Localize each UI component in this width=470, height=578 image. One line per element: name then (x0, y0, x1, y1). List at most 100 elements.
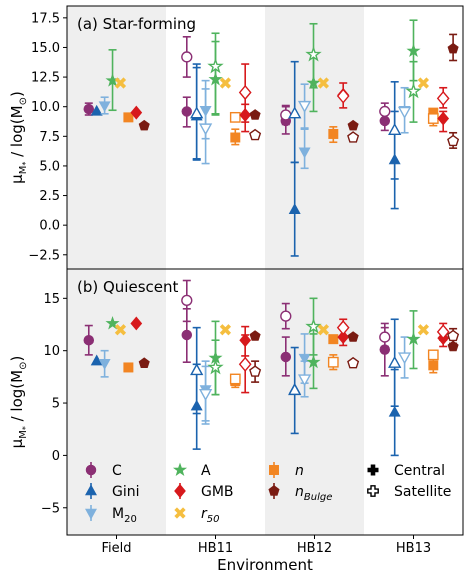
y-tick-label: 7.5 (39, 130, 60, 145)
legend-label-r50: r50 (201, 506, 220, 525)
point-C-central (280, 351, 292, 363)
point-n-central (428, 360, 439, 371)
panel-quiescent: −5 0 5 10 15 μM* / log(M⊙) (b) Quiescent C Gini M… (8, 268, 464, 536)
x-tick-label: HB13 (396, 541, 431, 556)
legend-label-n: n (295, 463, 304, 479)
point-Gini-central (90, 104, 103, 116)
legend-label-Gini: Gini (112, 484, 140, 500)
point-M20-central (298, 353, 311, 365)
legend-marker-A (172, 462, 188, 476)
point-C-satellite (181, 51, 193, 63)
point-nBulge-satellite (447, 134, 460, 147)
point-n-central (123, 112, 134, 123)
y-tick-label: 10.0 (31, 100, 60, 115)
y-tick-label: −5 (41, 501, 60, 516)
point-n-central (328, 334, 339, 345)
point-C-satellite (379, 105, 391, 118)
point-M20-central (98, 101, 111, 113)
point-GMB-satellite (336, 320, 350, 336)
point-n-satellite (229, 111, 241, 123)
point-Gini-satellite (388, 122, 402, 135)
point-n-satellite (327, 356, 339, 368)
y-tick-label: 12.5 (31, 71, 60, 86)
point-M20-satellite (198, 123, 213, 136)
point-r50-central (219, 324, 232, 336)
panel-star-forming: −2.5 0.0 2.5 5.0 7.5 10.0 12.5 15.0 17.5 μM* / lo… (8, 5, 464, 270)
point-M20-satellite (297, 374, 312, 387)
point-n-central (328, 128, 339, 139)
legend-label-A: A (201, 463, 211, 479)
point-Gini-satellite (288, 383, 302, 396)
point-GMB-satellite (436, 324, 450, 340)
point-A-central (306, 354, 321, 369)
point-Gini-satellite (388, 355, 402, 368)
point-Gini-satellite (190, 363, 204, 376)
point-nBulge-central (249, 330, 261, 341)
point-n-satellite (427, 113, 439, 124)
point-C-central (83, 334, 95, 346)
point-nBulge-central (138, 357, 150, 368)
legend-label-GMB: GMB (201, 484, 234, 500)
point-r50-central (219, 77, 232, 89)
point-GMB-satellite (238, 84, 252, 101)
point-C-central (181, 329, 193, 341)
point-r50-central (317, 77, 330, 89)
x-tick-label: HB12 (297, 541, 332, 556)
point-r50-central (114, 77, 127, 89)
shaded-band-field (67, 6, 166, 269)
point-nBulge-satellite (347, 131, 360, 143)
legend-label-central: Central (394, 463, 445, 479)
legend-marker-satellite (367, 485, 379, 497)
legend-label-nBulge: nBulge (295, 484, 332, 503)
y-tick-label: −2.5 (28, 248, 60, 263)
point-M20-central (298, 147, 311, 159)
point-nBulge-satellite (347, 356, 360, 369)
legend-label-satellite: Satellite (394, 484, 451, 500)
legend-label-M20: M20 (112, 506, 137, 525)
point-C-satellite (379, 331, 391, 343)
point-Gini-satellite (190, 106, 204, 119)
point-M20-satellite (297, 100, 312, 113)
x-axis-label: Environment (217, 556, 313, 574)
point-nBulge-central (347, 331, 359, 342)
point-nBulge-central (249, 109, 261, 120)
point-n-central (123, 362, 134, 373)
y-tick-label: 15.0 (31, 41, 60, 56)
point-n-satellite (229, 373, 241, 385)
y-axis-label: μM* / log(M⊙) (8, 91, 30, 184)
point-Gini-central (388, 405, 401, 417)
point-r50-central (417, 324, 430, 336)
point-M20-satellite (397, 352, 412, 365)
point-A-satellite (305, 45, 322, 62)
y-tick-label: 10 (43, 344, 60, 359)
point-nBulge-central (347, 119, 359, 131)
point-C-central (83, 103, 95, 115)
point-GMB-central (437, 111, 450, 126)
point-M20-central (98, 359, 111, 370)
panel-title: (a) Star-forming (77, 15, 196, 33)
x-axis: Field HB11 HB12 HB13 (101, 535, 431, 556)
point-r50-central (417, 77, 430, 89)
point-GMB-central (130, 105, 143, 120)
y-tick-label: 17.5 (31, 11, 60, 26)
point-nBulge-satellite (447, 329, 460, 342)
point-Gini-central (288, 203, 301, 214)
point-GMB-satellite (436, 90, 450, 106)
point-Gini-satellite (288, 106, 302, 119)
legend-marker-central (367, 464, 379, 476)
y-tick-label: 5.0 (39, 159, 60, 174)
point-GMB-central (337, 330, 350, 345)
point-A-satellite (207, 358, 224, 375)
point-A-central (406, 331, 421, 346)
y-tick-label: 5 (52, 397, 60, 412)
point-GMB-central (130, 316, 143, 331)
point-C-satellite (280, 310, 292, 322)
y-tick-label: 0.0 (39, 219, 60, 234)
legend-marker-M20 (85, 508, 97, 520)
panel-frame (66, 268, 464, 536)
x-tick-label: HB11 (198, 541, 233, 556)
legend-marker-GMB (174, 484, 186, 498)
legend-marker-n (269, 465, 279, 475)
point-M20-satellite (198, 389, 213, 402)
